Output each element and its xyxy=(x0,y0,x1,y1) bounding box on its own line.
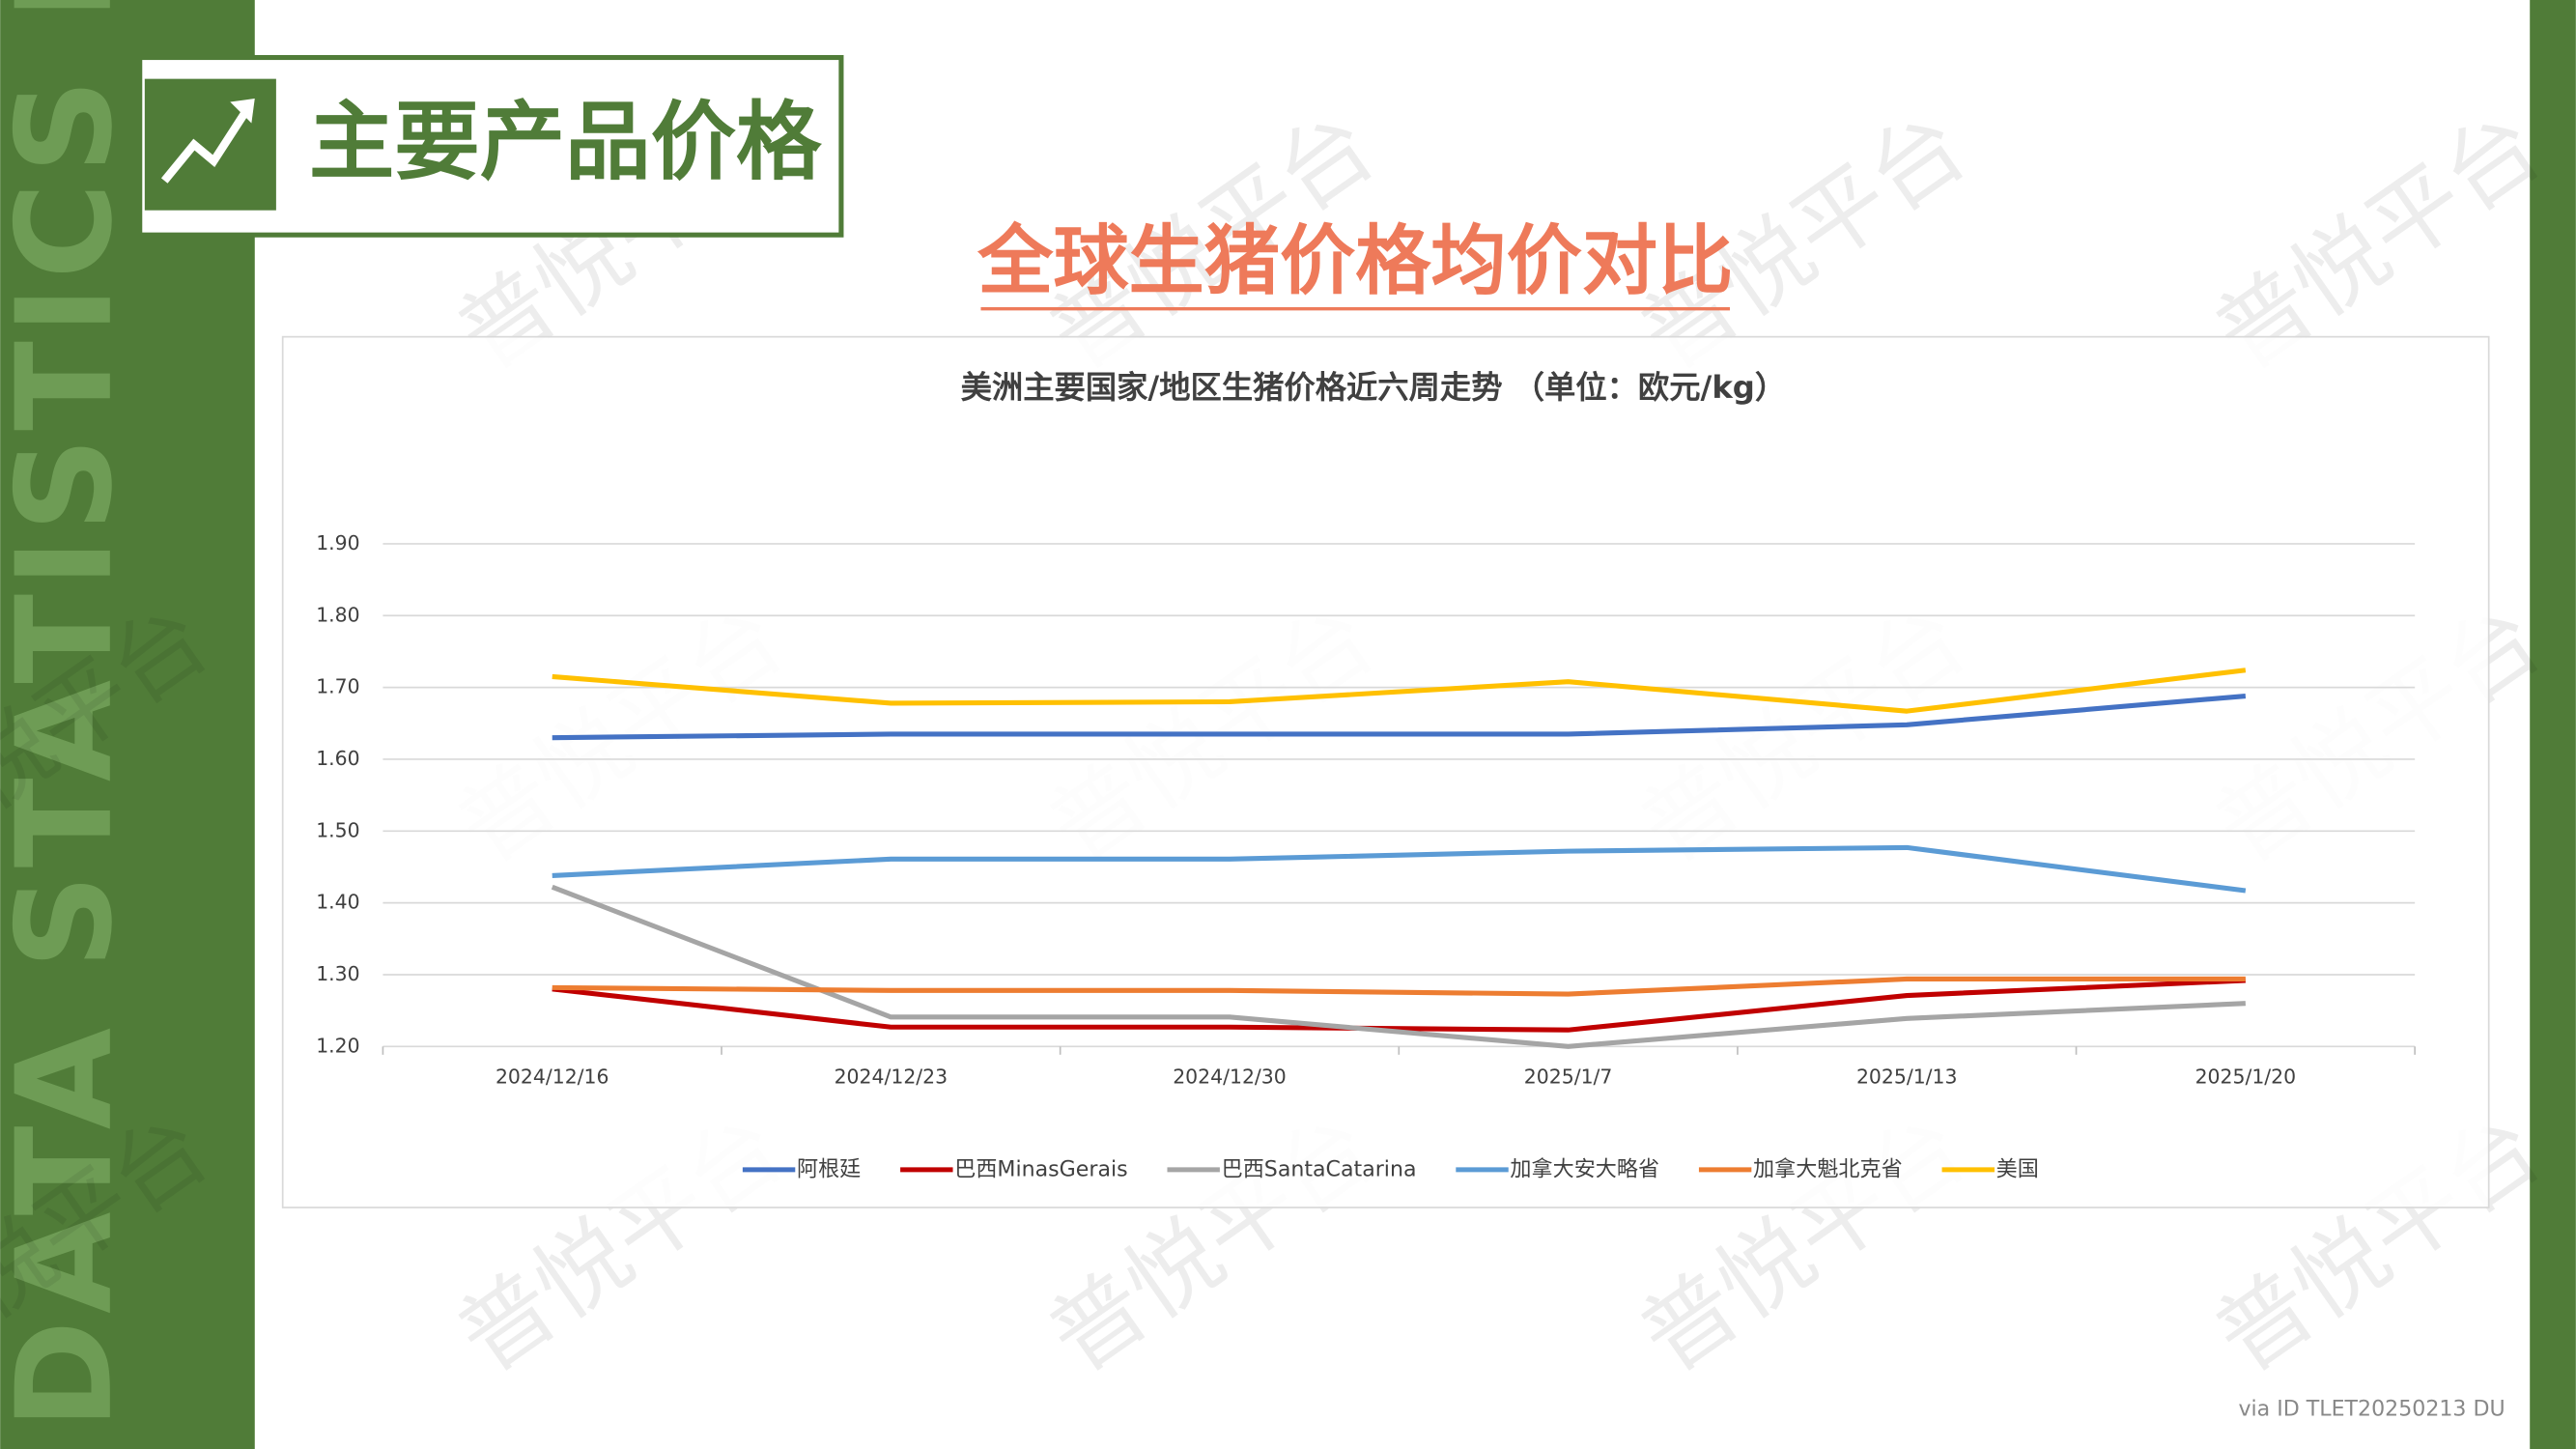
left-band xyxy=(0,0,255,1449)
series-line xyxy=(551,884,2246,1049)
series-line xyxy=(552,976,2246,997)
series-line xyxy=(552,668,2247,714)
x-tick-label: 2024/12/30 xyxy=(1173,1065,1287,1089)
x-tick-label: 2025/1/13 xyxy=(1856,1065,1958,1089)
series-line xyxy=(552,844,2247,894)
icon-arrow xyxy=(160,102,254,184)
section-title: 主要产品价格 xyxy=(309,92,822,191)
series-line xyxy=(552,978,2246,1033)
series-line xyxy=(552,693,2247,741)
x-tick-label: 2024/12/23 xyxy=(835,1065,948,1089)
x-tick-label: 2024/12/16 xyxy=(495,1065,609,1089)
icon-arrowhead xyxy=(230,99,255,124)
legend-label: 巴西SantaCatarina xyxy=(1222,1156,1417,1181)
y-tick-label: 1.70 xyxy=(316,675,359,698)
y-tick-label: 1.90 xyxy=(316,531,359,554)
header-icon xyxy=(144,78,276,211)
legend-label: 阿根廷 xyxy=(797,1156,861,1181)
x-tick-label: 2025/1/7 xyxy=(1524,1065,1613,1089)
y-tick-label: 1.80 xyxy=(316,603,359,626)
y-tick-label: 1.40 xyxy=(316,891,359,914)
y-tick-label: 1.20 xyxy=(316,1034,359,1057)
heading: 全球生猪价格均价对比 xyxy=(977,217,1733,305)
legend-label: 加拿大魁北克省 xyxy=(1753,1156,1903,1181)
right-band xyxy=(2530,0,2576,1449)
y-tick-label: 1.60 xyxy=(316,747,359,770)
footer: via ID TLET20250213 DU xyxy=(2238,1397,2505,1422)
side-text: DATA STATISTICS REPORT xyxy=(0,0,142,1430)
legend-label: 巴西MinasGerais xyxy=(954,1156,1127,1181)
legend-label: 美国 xyxy=(1996,1156,2039,1181)
legend-label: 加拿大安大略省 xyxy=(1510,1156,1659,1181)
chart-frame xyxy=(281,335,2490,1208)
chart-title: 美洲主要国家/地区生猪价格近六周走势 （单位：欧元/kg） xyxy=(961,369,1787,406)
x-tick-label: 2025/1/20 xyxy=(2195,1065,2297,1089)
y-tick-label: 1.30 xyxy=(316,962,359,985)
y-tick-label: 1.50 xyxy=(316,818,359,841)
plot: 1.20 1.30 1.40 1.50 1.60 1.70 1.80 1.90 2024/12/… xyxy=(316,531,2417,1181)
